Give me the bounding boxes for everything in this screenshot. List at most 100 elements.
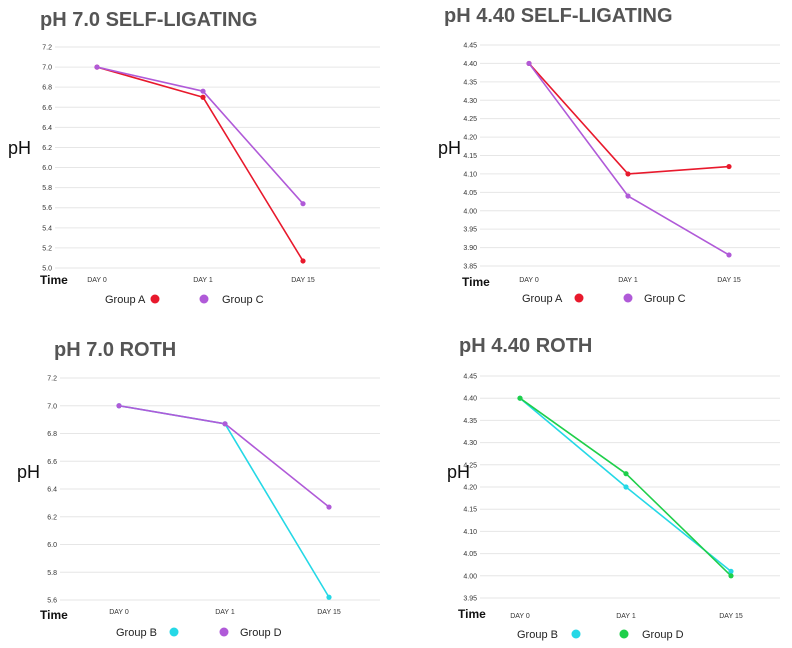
y-tick-label: 6.8 <box>47 431 57 438</box>
y-tick-label: 6.2 <box>47 514 57 521</box>
chart-title: pH 4.40 ROTH <box>459 335 592 357</box>
data-point-group-a <box>625 171 631 177</box>
series-line-group-b <box>118 404 330 598</box>
data-point-group-a <box>300 258 306 264</box>
y-tick-label: 4.35 <box>463 418 477 425</box>
y-tick-label: 6.0 <box>42 165 52 172</box>
data-point-group-d <box>222 421 228 427</box>
legend-marker <box>619 629 629 639</box>
legend-marker <box>574 293 584 303</box>
data-point-group-d <box>623 471 629 477</box>
y-tick-label: 7.2 <box>47 376 57 383</box>
data-point-group-c <box>726 252 732 258</box>
legend-label: Group B <box>116 627 157 639</box>
y-tick-label: 3.85 <box>463 264 477 271</box>
x-tick-label: DAY 0 <box>87 277 107 284</box>
x-tick-label: DAY 1 <box>215 609 235 616</box>
data-point-group-d <box>326 504 332 510</box>
chart-3: pH 7.0 ROTH 5.6 5.8 6.0 6.2 6.4 6.6 6.8 7.0 7.2 DA… <box>17 339 380 639</box>
legend-marker <box>623 293 633 303</box>
y-tick-label: 7.2 <box>42 45 52 52</box>
legend-label: Group A <box>105 294 146 306</box>
y-tick-label: 5.8 <box>47 570 57 577</box>
y-tick-label: 5.6 <box>47 598 57 605</box>
series-line-group-d <box>118 404 330 508</box>
y-tick-label: 5.2 <box>42 245 52 252</box>
chart-title: pH 7.0 ROTH <box>54 339 176 361</box>
y-tick-label: 6.6 <box>47 459 57 466</box>
y-tick-label: 6.4 <box>47 487 57 494</box>
x-tick-label: DAY 15 <box>717 277 741 284</box>
legend-label: Group D <box>642 629 684 641</box>
y-tick-label: 6.2 <box>42 145 52 152</box>
y-tick-label: 5.4 <box>42 225 52 232</box>
data-point-group-a <box>200 94 206 100</box>
y-axis-label: pH <box>8 138 31 158</box>
y-tick-label: 4.45 <box>463 43 477 50</box>
data-point-group-c <box>625 193 631 199</box>
y-tick-label: 4.25 <box>463 116 477 123</box>
series-line-group-a <box>96 66 304 262</box>
x-tick-label: DAY 1 <box>616 613 636 620</box>
y-tick-label: 7.0 <box>47 403 57 410</box>
y-tick-label: 6.6 <box>42 105 52 112</box>
y-tick-label: 4.30 <box>463 98 477 105</box>
y-tick-label: 3.95 <box>463 227 477 234</box>
chart-2: pH 4.40 SELF-LIGATING 3.85 3.90 3.95 4.00 4.0… <box>438 5 780 305</box>
y-tick-label: 3.95 <box>463 596 477 603</box>
legend-marker <box>169 627 179 637</box>
legend-label: Group C <box>222 294 264 306</box>
y-tick-label: 4.40 <box>463 396 477 403</box>
data-point-group-b <box>326 594 332 600</box>
x-axis-label: Time <box>462 275 490 289</box>
legend-marker <box>571 629 581 639</box>
y-tick-label: 4.30 <box>463 440 477 447</box>
y-axis-label: pH <box>438 138 461 158</box>
y-tick-label: 4.10 <box>463 529 477 536</box>
legend-marker <box>199 294 209 304</box>
chart-4: pH 4.40 ROTH 3.95 4.00 4.05 4.10 4.15 4.20 4.25… <box>447 335 780 641</box>
chart-title: pH 7.0 SELF-LIGATING <box>40 9 257 31</box>
chart-title: pH 4.40 SELF-LIGATING <box>444 5 673 27</box>
data-point-group-b <box>623 484 629 490</box>
y-tick-label: 3.90 <box>463 245 477 252</box>
data-point-group-d <box>728 573 734 579</box>
chart-1: pH 7.0 SELF-LIGATING 5.0 5.2 5.4 5.6 5.8 6.0 6.… <box>8 9 380 306</box>
data-point-group-b <box>728 568 734 574</box>
legend-label: Group A <box>522 293 563 305</box>
data-point-group-d <box>517 395 523 401</box>
legend-marker <box>150 294 160 304</box>
y-axis-label: pH <box>447 462 470 482</box>
x-tick-label: DAY 0 <box>109 609 129 616</box>
y-tick-label: 4.25 <box>463 462 477 469</box>
x-tick-label: DAY 15 <box>719 613 743 620</box>
y-tick-label: 5.8 <box>42 185 52 192</box>
x-tick-label: DAY 15 <box>291 277 315 284</box>
legend-marker <box>219 627 229 637</box>
data-point-group-c <box>200 88 206 94</box>
x-tick-label: DAY 1 <box>193 277 213 284</box>
x-tick-label: DAY 0 <box>510 613 530 620</box>
x-tick-label: DAY 1 <box>618 277 638 284</box>
y-tick-label: 4.00 <box>463 573 477 580</box>
x-axis-label: Time <box>458 607 486 621</box>
y-tick-label: 4.20 <box>463 485 477 492</box>
y-tick-label: 5.0 <box>42 266 52 273</box>
y-tick-label: 4.35 <box>463 79 477 86</box>
x-axis-label: Time <box>40 608 68 622</box>
y-tick-label: 4.45 <box>463 374 477 381</box>
y-tick-label: 4.05 <box>463 551 477 558</box>
legend-label: Group C <box>644 293 686 305</box>
y-tick-label: 6.4 <box>42 125 52 132</box>
y-axis-label: pH <box>17 462 40 482</box>
legend-label: Group B <box>517 629 558 641</box>
data-point-group-c <box>94 64 100 70</box>
y-tick-label: 4.20 <box>463 135 477 142</box>
x-tick-label: DAY 15 <box>317 609 341 616</box>
series-line-group-c <box>528 62 730 256</box>
y-tick-label: 4.15 <box>463 507 477 514</box>
data-point-group-c <box>526 60 532 67</box>
y-tick-label: 4.15 <box>463 153 477 160</box>
